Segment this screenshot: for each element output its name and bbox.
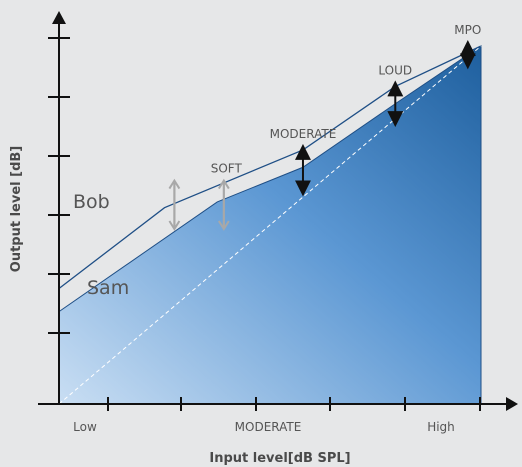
annotation-label: MPO [454,23,481,37]
x-tick-label-high: High [427,420,455,434]
y-axis-label: Output level [dB] [9,146,24,272]
annotations: SOFT MODERATE LOUD MPO [168,23,481,231]
x-tick-label-moderate: MODERATE [235,420,302,434]
reference-diagonal [58,45,482,405]
annotation-label: LOUD [378,63,412,77]
series-label-sam: Sam [87,277,129,299]
annotation-label: MODERATE [270,127,337,141]
arrow-head [217,178,230,190]
x-axis-label: Input level[dB SPL] [209,451,350,466]
annotation-label: SOFT [211,162,243,176]
series-label-bob: Bob [73,191,110,213]
x-axis-arrow [506,397,518,411]
x-tick-label-low: Low [73,420,97,434]
arrow-head [217,220,230,231]
arrow-head [168,220,181,231]
y-axis-arrow [52,11,66,24]
x-axis-ticks [107,397,481,411]
y-axis-ticks [48,37,70,334]
arrow-head [168,178,181,190]
